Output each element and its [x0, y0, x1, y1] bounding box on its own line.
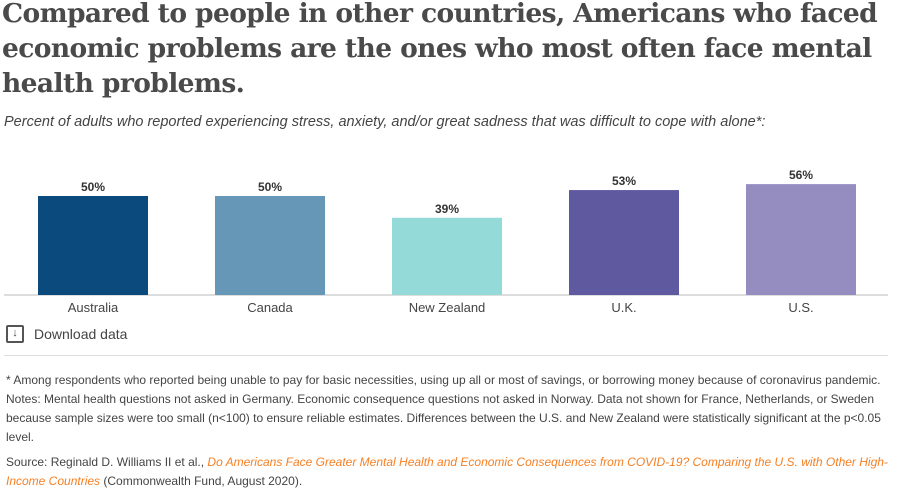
x-tick-label: Canada: [247, 300, 293, 315]
chart-subtitle: Percent of adults who reported experienc…: [4, 114, 766, 130]
bar-canada: [215, 196, 325, 295]
source-suffix: (Commonwealth Fund, August 2020).: [100, 474, 303, 488]
footnotes: * Among respondents who reported being u…: [6, 373, 881, 444]
data-label: 50%: [81, 180, 105, 194]
source-prefix: Source: Reginald D. Williams II et al.,: [6, 455, 208, 469]
x-tick-label: U.K.: [611, 300, 636, 315]
source-link[interactable]: Do Americans Face Greater Mental Health …: [6, 455, 888, 488]
download-data-button[interactable]: ↓ Download data: [6, 325, 127, 343]
chart-title: Compared to people in other countries, A…: [2, 0, 878, 99]
x-tick-label: New Zealand: [409, 300, 486, 315]
bar-chart: 50% Australia 50% Canada 39% New Zealand 53% U.…: [4, 168, 888, 315]
x-tick-label: U.S.: [788, 300, 813, 315]
download-icon: ↓: [6, 325, 24, 343]
data-label: 56%: [789, 168, 813, 182]
x-tick-label: Australia: [68, 300, 119, 315]
bar-australia: [38, 196, 148, 295]
data-label: 50%: [258, 180, 282, 194]
download-label: Download data: [34, 326, 128, 342]
data-label: 39%: [435, 202, 459, 216]
data-label: 53%: [612, 174, 636, 188]
bar-u-s-: [746, 184, 856, 295]
source: Source: Reginald D. Williams II et al., …: [6, 453, 896, 491]
bar-new-zealand: [392, 217, 502, 295]
divider: [4, 355, 888, 356]
bar-u-k-: [569, 190, 679, 295]
